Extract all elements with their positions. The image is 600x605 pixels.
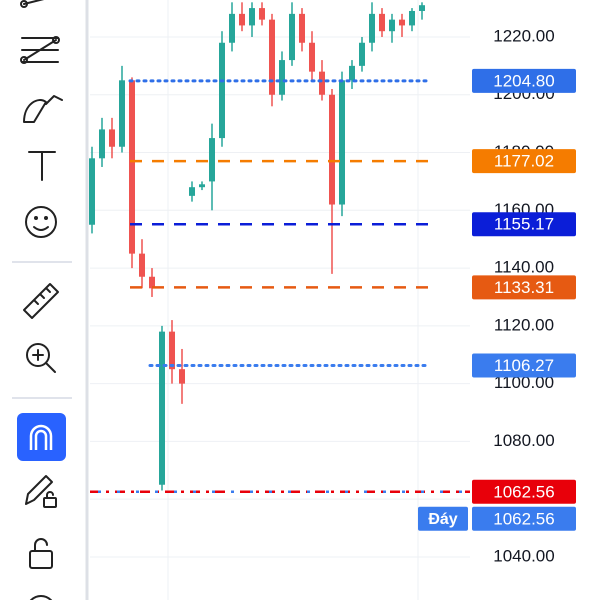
candle-body [129,80,135,254]
candle-body [329,94,335,205]
price-badge-label: 1106.27 [494,356,554,375]
plot: 1220.001200.001180.001160.001140.001120.… [89,0,576,600]
price-badge [472,275,576,300]
candle-body [369,13,375,43]
candle-body [339,80,345,205]
candle-body [359,42,365,66]
y-tick-label: 1100.00 [494,373,554,392]
candle-body [299,13,305,43]
price-badge [472,353,576,378]
candle-body [399,19,405,26]
candle-body [379,13,385,32]
candle-body [139,253,145,277]
price-badge [472,149,576,174]
price-badge-label: 1204.80 [493,71,554,90]
candle-body [419,5,425,11]
candle-body [189,187,195,196]
candle-body [289,13,295,61]
y-tick-label: 1120.00 [494,315,554,334]
candle-body [199,184,205,188]
candle-body [349,65,355,81]
y-tick-label: 1220.00 [493,26,554,45]
marker-tag-text: Đáy [428,511,457,528]
lock-draw-tool[interactable] [25,475,57,508]
ruler-tool[interactable] [23,283,59,319]
candle-body [229,13,235,43]
candle-body [409,10,415,26]
candle-body [319,71,325,95]
candle-body [239,13,245,26]
candle-body [119,80,125,147]
y-tick-label: 1040.00 [493,546,554,565]
candle-body [389,19,395,32]
candle-body [259,8,265,20]
zoom-tool[interactable] [26,343,56,373]
candle-body [149,276,155,289]
marker-tag [418,506,468,531]
price-badge-label: 1062.56 [493,482,554,501]
price-badge [472,212,576,237]
toolbar [12,0,89,605]
price-badge-label: 1133.31 [494,278,554,297]
candle-body [219,42,225,139]
marker-badge-label: 1062.56 [493,509,554,528]
price-badge-label: 1177.02 [494,152,554,171]
text-tool[interactable] [28,151,56,181]
candle-body [109,129,115,147]
lock-tool[interactable] [29,538,53,569]
candle-body [249,8,255,26]
y-tick-label: 1140.00 [494,258,554,277]
candle-body [309,42,315,72]
magnet-button[interactable] [17,413,66,461]
eye-tool[interactable] [26,595,56,605]
price-badge [472,479,576,504]
price-badge [472,68,576,93]
candle-body [279,60,285,95]
candle-body [269,19,275,95]
candle-body [169,331,175,370]
candle-body [99,129,105,159]
candle-body [159,331,165,485]
candle-body [89,158,95,225]
fib-tool[interactable] [20,36,60,64]
candle-body [179,369,185,384]
brush-tool[interactable] [23,95,63,123]
trend-tool[interactable] [20,0,56,8]
price-badge-label: 1155.17 [494,215,554,234]
emoji-tool[interactable] [25,206,57,238]
candle-body [209,138,215,182]
magnet-icon [29,424,53,450]
marker-badge [472,506,576,531]
y-tick-label: 1080.00 [493,431,554,450]
